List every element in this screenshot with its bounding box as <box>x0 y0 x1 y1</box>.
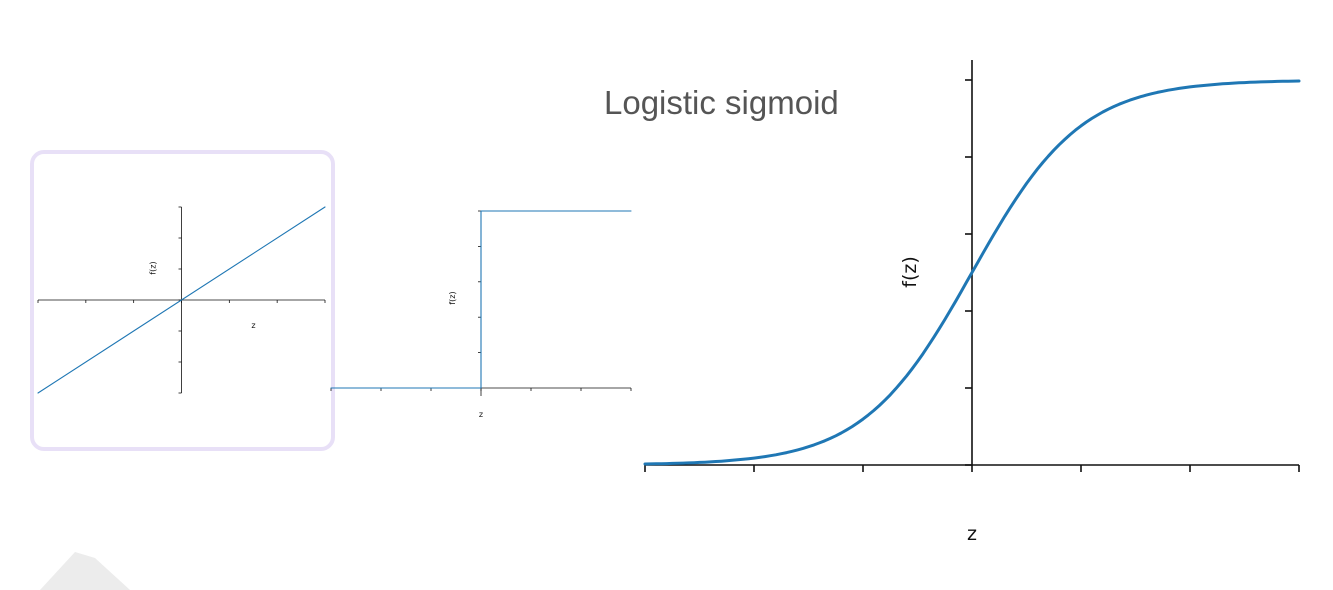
slide-title: Logistic sigmoid <box>604 84 839 121</box>
x-axis-label: z <box>251 321 255 330</box>
x-axis-label: z <box>479 410 483 419</box>
y-axis-label: f(z) <box>448 291 457 304</box>
series-line <box>37 206 326 394</box>
highlight-frame <box>30 150 335 451</box>
step-activation-chart: z f(z) <box>330 210 632 419</box>
sigmoid-activation-chart: z f(z) <box>643 60 1301 545</box>
y-axis-label: f(z) <box>149 261 158 274</box>
series-line <box>643 79 1301 466</box>
x-axis-label: z <box>967 523 977 545</box>
series-line <box>330 210 632 389</box>
y-axis-label: f(z) <box>899 256 921 288</box>
linear-activation-chart: z f(z) <box>37 206 326 394</box>
